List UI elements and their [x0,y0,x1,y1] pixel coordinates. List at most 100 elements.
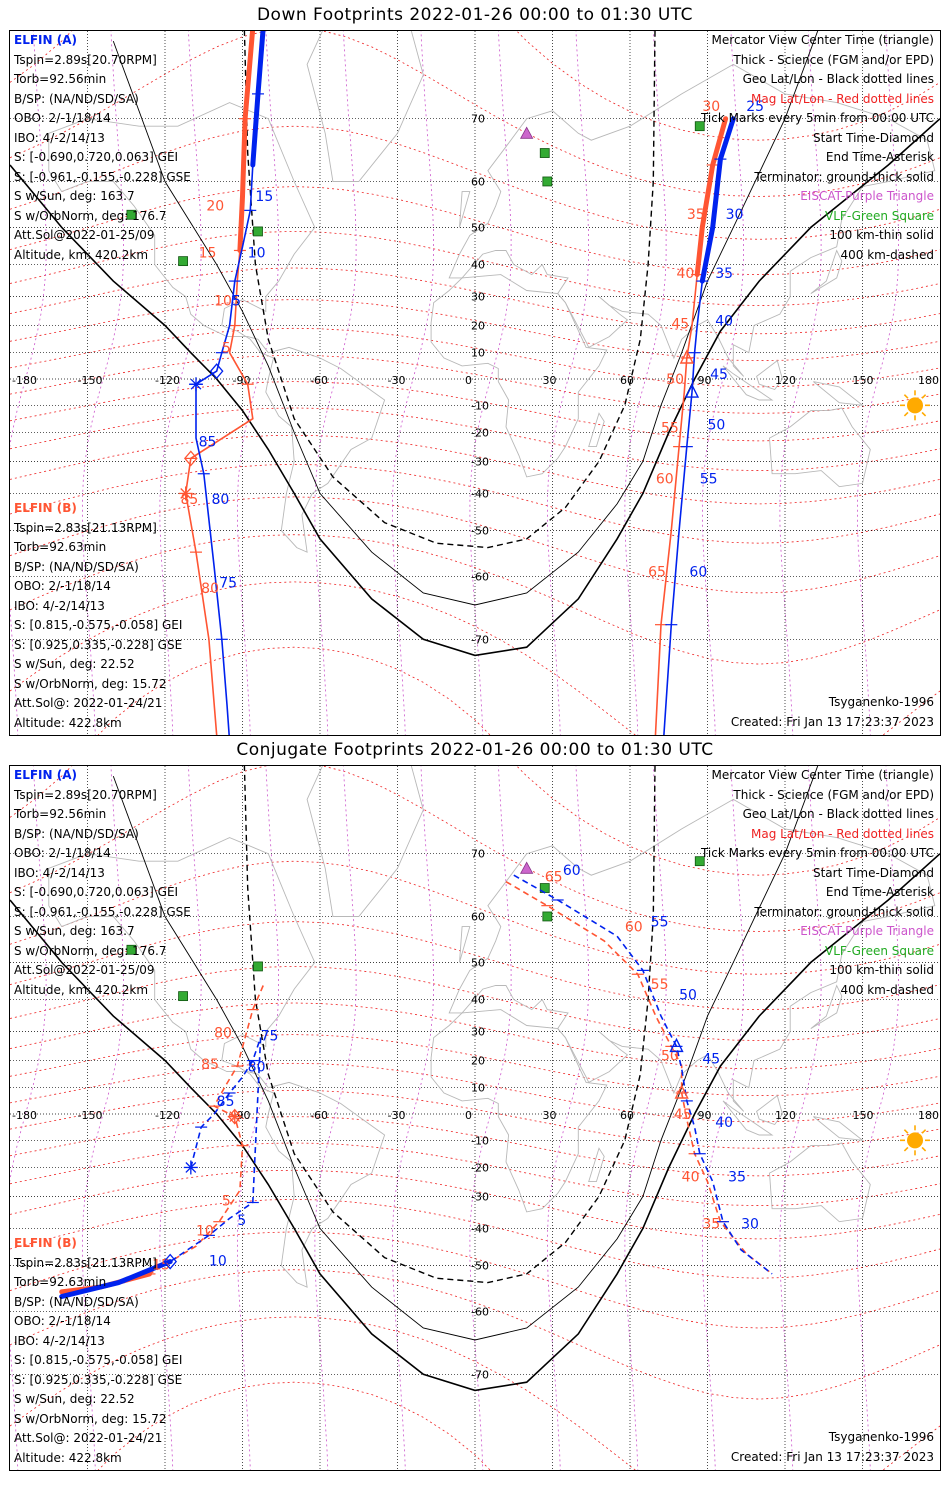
mag-lon-line [159,31,202,735]
info-line: Att.Sol@: 2022-01-24/21 [14,696,163,710]
time-tick-label: 75 [219,575,237,591]
time-tick-label: 55 [651,977,669,993]
mag-lat-line [10,1169,940,1240]
lon-tick-label: -120 [155,374,180,387]
mag-lon-line [10,766,47,1470]
mag-lon-line [314,31,357,735]
lon-tick-label: -30 [388,1109,406,1122]
lon-tick-label: 0 [465,374,472,387]
elfin-a-track [195,31,264,735]
info-line: IBO: 4/-2/14/13 [14,130,105,145]
info-line: Att.Sol@: 2022-01-24/21 [14,1431,163,1445]
lat-tick-label: -30 [471,455,489,468]
info-line: OBO: 2/-1/18/14 [14,846,111,860]
time-tick-label: 10 [214,294,232,310]
info-line: S: [-0.690,0.720,0.063] GEI [14,150,179,164]
legend-item: 100 km-thin solid [829,228,934,242]
lat-tick-label: -50 [471,525,489,538]
time-tick-label: 55 [661,420,679,436]
center-time-triangle-icon [684,383,700,398]
legend-item: Thick - Science (FGM and/or EPD) [733,52,934,67]
created-timestamp: Created: Fri Jan 13 17:23:37 2023 [730,715,934,729]
terminator-400km-line [243,31,656,549]
elfin-b-info-conjugate: ELFIN (B) Tspin=2.83s[21.13RPM] Torb=92.… [14,1234,182,1468]
lon-tick-label: -120 [155,1109,180,1122]
time-tick-label: 30 [741,1216,759,1232]
time-tick-label: 60 [689,565,707,581]
time-tick-label: 10 [209,1254,227,1270]
coastline [813,1116,865,1141]
elfin-b-track-east [505,881,773,1275]
lon-tick-label: -60 [310,374,328,387]
lat-tick-label: 20 [471,320,485,333]
time-tick-label: 50 [708,418,726,434]
lon-tick-label: 0 [465,1109,472,1122]
lon-tick-label: -60 [310,1109,328,1122]
eiscat-station-icon [519,126,534,139]
info-line: OBO: 2/-1/18/14 [14,111,111,125]
legend-item: Start Time-Diamond [812,130,934,145]
lat-tick-label: 10 [471,347,485,360]
start-diamond-icon [209,363,224,380]
mag-lon-line [82,766,124,1470]
end-asterisk-icon [185,1162,197,1173]
lon-tick-label: 120 [775,1109,796,1122]
time-tick-label: 85 [199,435,217,451]
mag-lon-line [314,766,357,1470]
lat-tick-label: -70 [471,1368,489,1381]
mag-lat-line [10,1002,940,1070]
mag-lon-line [469,766,512,1470]
legend-item: EISCAT-Purple Triangle [800,189,934,203]
mag-lon-line [702,31,744,735]
legend-item: Terminator: ground-thick solid [754,169,934,184]
legend-item: Mercator View Center Time (triangle) [711,768,934,782]
info-line: S w/Sun, deg: 22.52 [14,657,135,671]
time-tick-label: 35 [728,1170,746,1186]
time-tick-label: 5 [222,341,231,357]
lat-tick-label: -70 [471,633,489,646]
vlf-station-icon [178,991,188,1002]
sun-ray [903,394,909,399]
elfin-b-header: ELFIN (B) [14,501,77,515]
map-canvas-conjugate: -180 -150 -120 -90 -60 -30 0 30 60 90 120 150 180706… [10,766,940,1470]
sun-ray [921,411,927,417]
center-time-triangle-icon [674,1084,689,1099]
time-tick-label: 45 [702,1051,720,1067]
info-line: S: [0.815,-0.575,-0.058] GEI [14,618,183,632]
info-line: OBO: 2/-1/18/14 [14,1314,111,1328]
coastline [722,1100,774,1136]
legend-item: EISCAT-Purple Triangle [800,924,934,938]
legend-item: 400 km-dashed [840,982,934,997]
end-asterisk-icon [229,1111,241,1123]
info-line: S: [0.815,-0.575,-0.058] GEI [14,1353,183,1367]
lon-tick-label: 30 [543,374,557,387]
info-line: B/SP: (NA/ND/SD/SA) [14,559,139,574]
mag-lat-line [10,267,940,335]
legend-item: Start Time-Diamond [812,865,934,880]
sun-ray [903,1129,909,1134]
legend-item: Geo Lat/Lon - Black dotted lines [742,807,934,821]
mag-lon-line [702,766,744,1470]
start-diamond-icon [163,1253,178,1270]
map-canvas-down: -180 -150 -120 -90 -60 -30 0 30 60 90 120 150 180706… [10,31,940,735]
lon-tick-label: 120 [775,374,796,387]
mag-lat-line [10,766,940,932]
legend-item: VLF-Green Square [825,208,934,223]
lat-tick-label: -40 [471,487,489,500]
time-tick-label: 85 [201,1057,219,1073]
model-label: Tsyganenko-1996 [828,1430,934,1444]
coastline [756,359,783,391]
time-tick-label: 20 [206,198,224,214]
time-tick-label: 80 [248,1060,266,1076]
time-tick-label: 45 [674,1107,692,1123]
lat-tick-label: 60 [471,910,485,923]
info-line: Tspin=2.83s[21.13RPM] [14,520,157,535]
time-tick-label: 65 [648,565,666,581]
lat-tick-label: -60 [471,1306,489,1319]
coastline [48,102,386,553]
elfin-b-info-down: ELFIN (B) Tspin=2.83s[21.13RPM] Torb=92.… [14,499,182,733]
lat-tick-label: 20 [471,1055,485,1068]
info-line: S w/OrbNorm, deg: 176.7 [14,943,167,958]
info-line: S: [0.925,0.335,-0.228] GSE [14,1372,183,1387]
elfin-b-science-segment [237,31,256,253]
